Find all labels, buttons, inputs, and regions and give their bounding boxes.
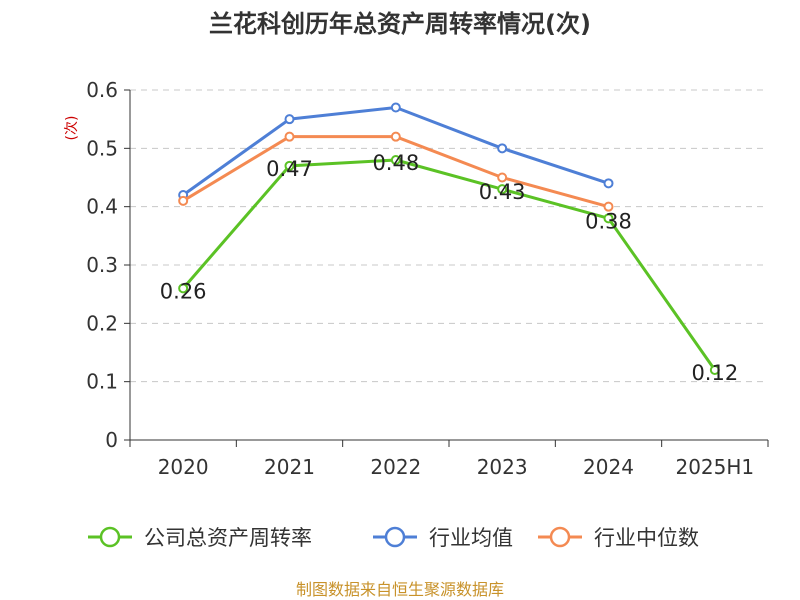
series-point-2 [603, 201, 614, 212]
series-point-0 [178, 283, 189, 294]
series-point-1 [603, 178, 614, 189]
legend-swatch-marker [384, 526, 406, 548]
series-point-1 [390, 102, 401, 113]
series-point-1 [497, 143, 508, 154]
series-line-0 [182, 158, 717, 371]
data-labels: 0.26 0.47 0.48 0.43 0.38 0.12 [160, 151, 738, 385]
legend: 公司总资产周转率 行业均值 行业中位数 [88, 526, 699, 550]
x-tick-label: 2025H1 [675, 455, 754, 479]
legend-swatch-marker [99, 526, 121, 548]
chart-title: 兰花科创历年总资产周转率情况(次) [209, 10, 591, 38]
x-tick-label: 2023 [477, 455, 528, 479]
series-point-1 [284, 114, 295, 125]
y-tick-label: 0.3 [86, 253, 118, 277]
data-label: 0.12 [691, 361, 738, 385]
data-label: 0.48 [372, 151, 419, 175]
y-tick-label: 0.6 [86, 78, 118, 102]
y-tick-label: 0.2 [86, 311, 118, 335]
y-tick-labels: 0 0.1 0.2 0.3 0.4 0.5 0.6 [86, 78, 118, 452]
legend-swatch-marker [549, 526, 571, 548]
grid-lines [130, 89, 768, 383]
legend-label: 公司总资产周转率 [144, 526, 312, 550]
source-note: 制图数据来自恒生聚源数据库 [296, 580, 504, 599]
series-point-0 [603, 213, 614, 224]
data-label: 0.38 [585, 209, 632, 233]
x-tick-label: 2021 [264, 455, 315, 479]
series-point-2 [178, 195, 189, 206]
x-tick-labels: 2020 2021 2022 2023 2024 2025H1 [158, 455, 754, 479]
series-group [178, 102, 720, 375]
series-point-2 [390, 131, 401, 142]
series-point-0 [284, 160, 295, 171]
axes [124, 89, 769, 447]
y-axis-unit: (次) [64, 116, 80, 141]
y-tick-label: 0.5 [86, 136, 118, 160]
series-point-0 [390, 155, 401, 165]
x-tick-label: 2020 [158, 455, 209, 479]
data-label: 0.26 [160, 279, 207, 303]
x-tick-label: 2024 [583, 455, 634, 479]
y-tick-label: 0.1 [86, 370, 118, 394]
y-tick-label: 0.4 [86, 195, 118, 219]
legend-label: 行业中位数 [594, 526, 699, 550]
data-label: 0.47 [266, 157, 313, 181]
series-point-0 [497, 184, 508, 195]
series-point-2 [497, 172, 508, 183]
legend-label: 行业均值 [429, 526, 513, 550]
data-label: 0.43 [479, 180, 526, 204]
series-point-2 [284, 131, 295, 142]
x-tick-label: 2022 [370, 455, 421, 479]
y-tick-label: 0 [105, 428, 118, 452]
series-point-0 [709, 365, 720, 375]
